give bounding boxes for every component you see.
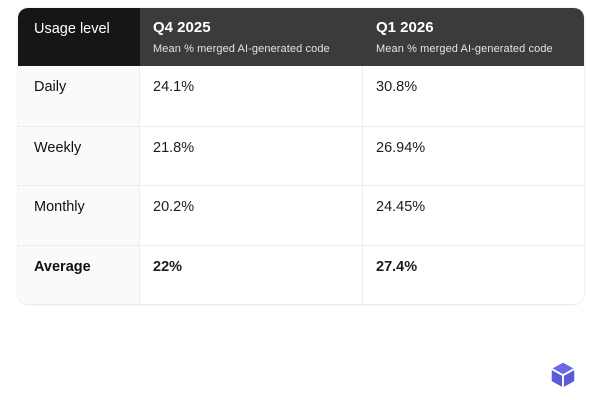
cell-daily-q4: 24.1%: [140, 66, 363, 126]
cell-average-q4: 22%: [140, 245, 363, 304]
cube-icon: [551, 362, 575, 388]
header-q1-2026-title: Q1 2026: [376, 19, 434, 36]
cell-weekly-q4: 21.8%: [140, 126, 363, 185]
row-label: Daily: [18, 66, 140, 126]
table-row-weekly: Weekly 21.8% 26.94%: [18, 125, 584, 185]
cell-monthly-q1: 24.45%: [363, 186, 584, 245]
header-q4-2025: Q4 2025 Mean % merged AI-generated code: [140, 8, 363, 66]
header-usage-level: Usage level: [18, 8, 140, 66]
row-label: Average: [18, 245, 140, 304]
header-q4-2025-subtitle: Mean % merged AI-generated code: [153, 43, 330, 55]
row-label: Monthly: [18, 186, 140, 245]
usage-level-table: Usage level Q4 2025 Mean % merged AI-gen…: [18, 8, 584, 304]
cell-average-q1: 27.4%: [363, 245, 584, 304]
row-label: Weekly: [18, 126, 140, 185]
brand-logo: [548, 360, 578, 390]
table-row-monthly: Monthly 20.2% 24.45%: [18, 185, 584, 245]
header-q1-2026-subtitle: Mean % merged AI-generated code: [376, 43, 553, 55]
header-q1-2026: Q1 2026 Mean % merged AI-generated code: [363, 8, 584, 66]
cell-monthly-q4: 20.2%: [140, 186, 363, 245]
cell-weekly-q1: 26.94%: [363, 126, 584, 185]
header-q4-2025-title: Q4 2025: [153, 19, 211, 36]
table-row-daily: Daily 24.1% 30.8%: [18, 66, 584, 126]
cell-daily-q1: 30.8%: [363, 66, 584, 126]
table-header-row: Usage level Q4 2025 Mean % merged AI-gen…: [18, 8, 584, 66]
table-row-average: Average 22% 27.4%: [18, 244, 584, 304]
